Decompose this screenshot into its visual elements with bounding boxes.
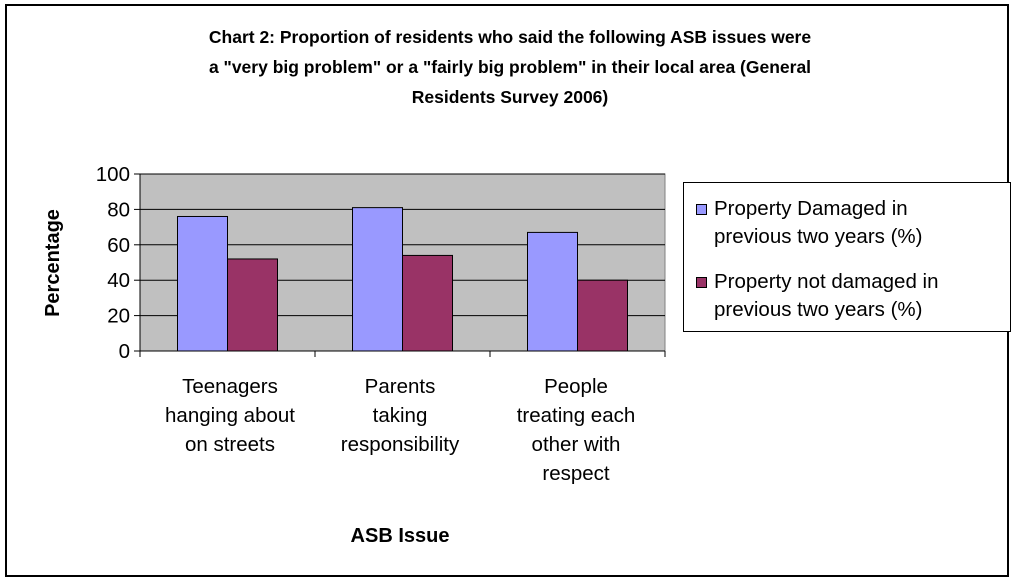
category-label-line: on streets bbox=[184, 433, 276, 456]
y-axis-label: Percentage bbox=[42, 209, 64, 317]
chart-title-line-2: a "very big problem" or a "fairly big pr… bbox=[208, 57, 812, 77]
category-label-teenagers: Teenagers hanging about on streets bbox=[140, 372, 320, 459]
bar-damaged bbox=[527, 231, 578, 352]
category-label-line: Parents bbox=[364, 375, 436, 398]
chart-title-line-1: Chart 2: Proportion of residents who sai… bbox=[208, 27, 812, 47]
y-tick-label: 40 bbox=[107, 269, 130, 292]
category-label-line: respect bbox=[542, 462, 610, 485]
legend-label-not-damaged: Property not damaged in previous two yea… bbox=[714, 268, 939, 324]
y-tick-label: 100 bbox=[96, 163, 130, 186]
bar-not-damaged bbox=[577, 279, 628, 352]
category-label-parents: Parents taking responsibility bbox=[310, 372, 490, 459]
legend-swatch-damaged bbox=[696, 204, 707, 215]
bar-damaged bbox=[352, 207, 403, 352]
category-label-line: Teenagers bbox=[182, 375, 278, 398]
y-tick-label: 60 bbox=[107, 234, 130, 257]
category-label-line: treating each bbox=[516, 404, 636, 427]
bar-not-damaged bbox=[227, 258, 278, 352]
category-label-people: People treating each other with respect bbox=[486, 372, 666, 488]
category-label-line: People bbox=[544, 375, 608, 398]
category-label-line: other with bbox=[531, 433, 621, 456]
chart-title: Chart 2: Proportion of residents who sai… bbox=[60, 22, 960, 112]
category-label-line: taking bbox=[372, 404, 428, 427]
legend-label-damaged: Property Damaged in previous two years (… bbox=[714, 195, 922, 251]
x-axis-label: ASB Issue bbox=[350, 525, 450, 547]
y-tick-label: 0 bbox=[119, 340, 130, 363]
category-label-line: responsibility bbox=[340, 433, 460, 456]
legend-swatch-not-damaged bbox=[696, 277, 707, 288]
legend-label-line: previous two years (%) bbox=[714, 225, 923, 248]
legend-label-line: Property Damaged in bbox=[714, 197, 908, 220]
y-tick-label: 20 bbox=[107, 305, 130, 328]
bar-not-damaged bbox=[402, 254, 453, 352]
chart-legend: Property Damaged in previous two years (… bbox=[683, 182, 1011, 332]
chart-title-line-3: Residents Survey 2006) bbox=[411, 87, 609, 107]
legend-label-line: Property not damaged in bbox=[714, 270, 939, 293]
legend-label-line: previous two years (%) bbox=[714, 298, 923, 321]
bar-damaged bbox=[177, 215, 228, 352]
category-label-line: hanging about bbox=[165, 404, 295, 427]
y-tick-label: 80 bbox=[107, 198, 130, 221]
